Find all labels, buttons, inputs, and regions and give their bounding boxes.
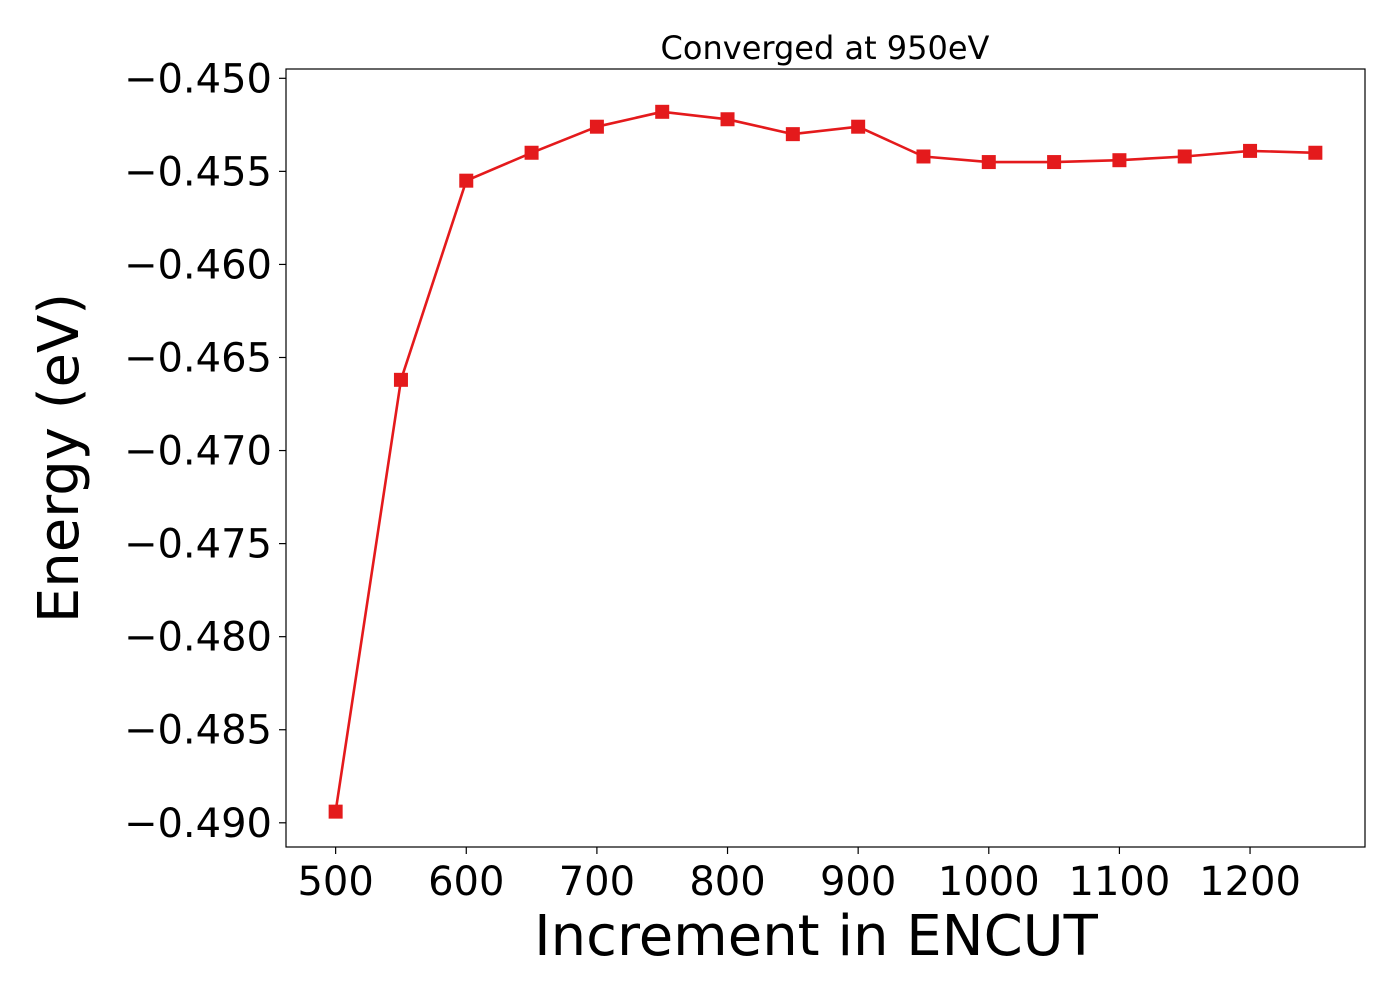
y-axis-label: Energy (eV)	[27, 293, 92, 623]
y-tick-label: −0.475	[124, 522, 272, 568]
data-point-marker	[1177, 149, 1192, 164]
x-tick-label: 1000	[938, 859, 1040, 905]
y-axis: −0.450 −0.455 −0.460 −0.465 −0.470 −0.475 −0.4…	[124, 56, 286, 847]
data-point-marker	[589, 119, 604, 134]
data-point-marker	[916, 149, 931, 164]
y-tick-label: −0.480	[124, 615, 272, 661]
data-point-marker	[459, 173, 474, 188]
x-tick-label: 1100	[1069, 859, 1171, 905]
x-tick-label: 1200	[1199, 859, 1301, 905]
data-point-marker	[1112, 153, 1127, 168]
y-tick-label: −0.460	[124, 242, 272, 288]
data-point-marker	[1047, 155, 1062, 170]
data-point-marker	[655, 104, 670, 119]
data-point-marker	[393, 372, 408, 387]
data-point-marker	[524, 145, 539, 160]
plot-frame	[285, 68, 1366, 848]
x-tick-label: 600	[428, 859, 504, 905]
x-tick-label: 900	[820, 859, 896, 905]
y-tick-label: −0.455	[124, 149, 272, 195]
y-tick-label: −0.470	[124, 429, 272, 475]
x-axis: 500 600 700 800 900 1000 1100 1200	[297, 847, 1301, 905]
data-point-marker	[851, 119, 866, 134]
data-point-marker	[785, 127, 800, 142]
y-tick-label: −0.490	[124, 801, 272, 847]
x-tick-label: 500	[297, 859, 373, 905]
data-point-marker	[720, 112, 735, 127]
series-line	[334, 110, 1316, 812]
data-point-marker	[981, 155, 996, 170]
data-point-marker	[1308, 145, 1323, 160]
x-tick-label: 800	[689, 859, 765, 905]
x-tick-label: 700	[559, 859, 635, 905]
y-tick-label: −0.485	[124, 708, 272, 754]
data-point-marker	[328, 804, 343, 819]
data-point-marker	[1243, 143, 1258, 158]
y-tick-label: −0.450	[124, 56, 272, 102]
y-tick-label: −0.465	[124, 335, 272, 381]
plot-area	[328, 104, 1323, 819]
chart-title: Converged at 950eV	[661, 29, 990, 67]
x-axis-label: Increment in ENCUT	[534, 904, 1099, 969]
